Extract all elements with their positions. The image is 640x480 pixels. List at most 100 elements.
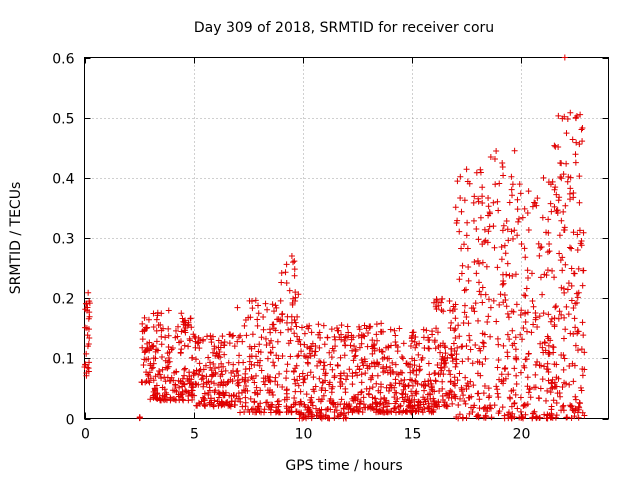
data-point [535,240,542,247]
data-point [309,340,316,347]
data-point [451,306,458,313]
data-point [315,321,322,328]
data-point [512,353,519,360]
data-point [379,348,386,355]
data-point [306,350,313,357]
data-point [479,193,486,200]
data-point [565,280,572,287]
data-point [579,138,586,145]
data-point [401,376,408,383]
data-point [558,284,565,291]
data-point [182,365,189,372]
data-point [543,272,550,279]
data-point [508,414,515,421]
data-point [141,327,148,334]
data-point [539,344,546,351]
data-point [347,405,354,412]
data-point [511,147,518,154]
data-point [512,346,519,353]
data-point [209,349,216,356]
data-point [351,407,358,414]
data-point [271,308,278,315]
data-point [426,390,433,397]
data-point [464,245,471,252]
data-point [537,274,544,281]
data-point [405,382,412,389]
data-point [570,189,577,196]
data-point [539,376,546,383]
data-point [571,362,578,369]
data-point [358,331,365,338]
data-point [316,344,323,351]
data-point [334,412,341,419]
data-point [261,381,268,388]
data-point [174,333,181,340]
data-point [221,401,228,408]
data-point [222,389,229,396]
data-point [580,229,587,236]
data-point [570,407,577,414]
data-point [396,408,403,415]
data-point [419,409,426,416]
data-point [425,381,432,388]
data-point [175,391,182,398]
data-point [358,389,365,396]
data-point [188,376,195,383]
data-point [421,378,428,385]
data-point [358,388,365,395]
data-point [242,403,249,410]
data-point [524,309,531,316]
data-point [328,326,335,333]
y-axis-label: SRMTID / TECUs [8,182,24,295]
data-point [499,404,506,411]
data-point [344,403,351,410]
data-point [150,388,157,395]
data-point [509,192,516,199]
data-point [326,379,333,386]
data-point [320,366,327,373]
data-point [294,353,301,360]
data-point [328,385,335,392]
data-point [303,323,310,330]
data-point [525,188,532,195]
data-point [322,387,329,394]
data-point [487,153,494,160]
data-point [476,288,483,295]
data-point [560,208,567,215]
data-point [389,359,396,366]
data-point [400,340,407,347]
data-point [509,235,516,242]
data-point [555,315,562,322]
data-point [496,301,503,308]
data-point [494,390,501,397]
data-point [255,403,262,410]
data-point [521,292,528,299]
data-point [395,371,402,378]
data-point [165,332,172,339]
data-point [243,332,250,339]
data-point [422,382,429,389]
data-point [505,415,512,422]
data-point [544,333,551,340]
data-point [328,354,335,361]
data-point [181,381,188,388]
data-point [499,271,506,278]
data-point [560,352,567,359]
data-point [203,379,210,386]
data-point [249,405,256,412]
data-point [503,303,510,310]
data-point [332,343,339,350]
data-point [486,209,493,216]
data-point [521,205,528,212]
data-point [484,319,491,326]
data-point [513,381,520,388]
data-point [561,289,568,296]
data-point [334,327,341,334]
data-point [440,308,447,315]
data-point [512,391,519,398]
data-point [479,299,486,306]
data-point [194,340,201,347]
data-point [568,414,575,421]
data-point [296,415,303,422]
data-point [298,409,305,416]
